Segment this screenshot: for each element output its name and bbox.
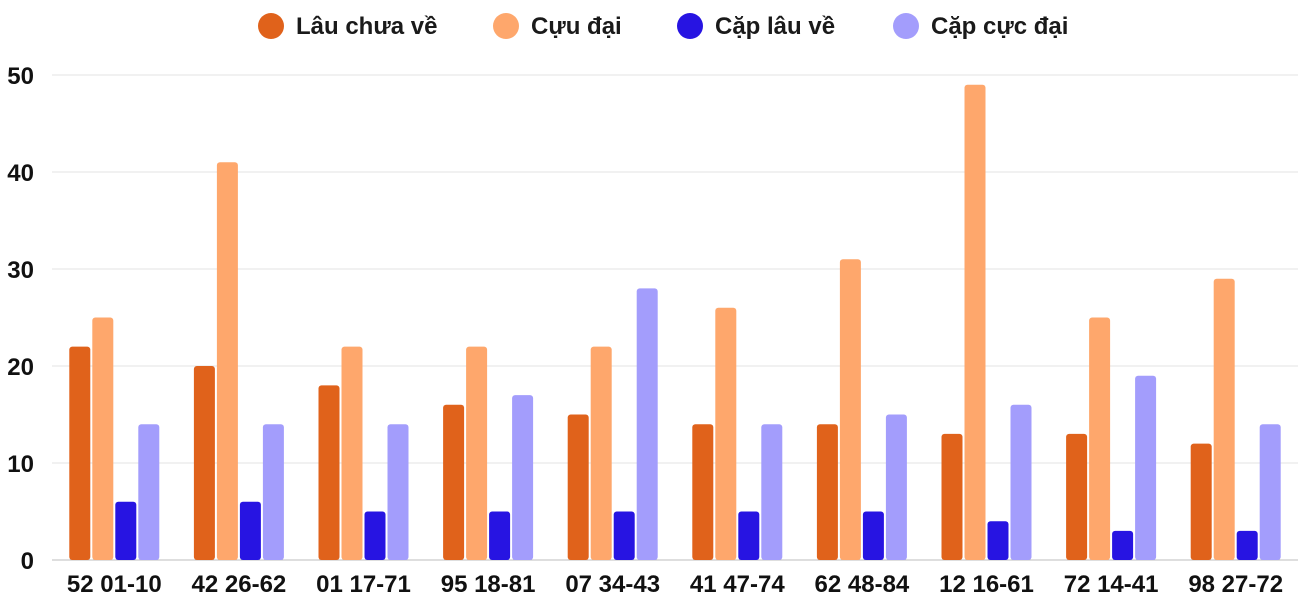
x-tick-label: 41 47-74 xyxy=(690,571,785,598)
bar xyxy=(941,433,963,560)
bar xyxy=(1089,317,1111,560)
x-tick-label: 12 16-61 xyxy=(939,571,1034,598)
bar xyxy=(1213,278,1235,560)
y-tick-label: 0 xyxy=(21,548,34,575)
x-axis: 52 01-10 42 26-62 01 17-71 95 18-81 07 34-43… xyxy=(67,571,1283,598)
bar xyxy=(364,511,386,560)
bar xyxy=(816,424,838,560)
x-tick-label: 62 48-84 xyxy=(815,571,910,598)
bar xyxy=(636,288,658,560)
bar xyxy=(1190,443,1212,560)
bar xyxy=(692,424,714,560)
bar xyxy=(590,346,612,560)
bar xyxy=(341,346,363,560)
chart-legend: Lâu chưa về Cựu đại Cặp lâu về Cặp cực đại xyxy=(258,13,1068,40)
bar xyxy=(987,521,1009,560)
bar xyxy=(1135,375,1157,560)
bar xyxy=(862,511,884,560)
bar xyxy=(216,162,238,561)
legend-marker xyxy=(258,13,284,39)
y-axis: 0 10 20 30 40 50 xyxy=(7,63,34,575)
legend-item: Cặp cực đại xyxy=(893,13,1068,40)
y-tick-label: 30 xyxy=(7,257,34,284)
legend-label: Lâu chưa về xyxy=(296,13,437,40)
bar xyxy=(387,424,409,560)
x-tick-label: 01 17-71 xyxy=(316,571,411,598)
x-tick-label: 52 01-10 xyxy=(67,571,162,598)
bar xyxy=(1066,433,1088,560)
bar xyxy=(193,366,215,560)
bar xyxy=(964,84,986,560)
y-tick-label: 20 xyxy=(7,354,34,381)
x-tick-label: 95 18-81 xyxy=(441,571,536,598)
chart-gridlines xyxy=(52,74,1298,561)
bar xyxy=(761,424,783,560)
bar xyxy=(239,501,261,560)
bar xyxy=(443,404,465,560)
legend-item: Cặp lâu về xyxy=(677,13,835,40)
bar xyxy=(489,511,511,560)
bar xyxy=(318,385,340,560)
bar xyxy=(839,259,861,560)
legend-item: Cựu đại xyxy=(493,13,622,40)
bar xyxy=(1259,424,1281,560)
bar xyxy=(1112,530,1134,560)
chart-bars xyxy=(69,84,1281,561)
legend-label: Cặp lâu về xyxy=(715,13,835,40)
bar xyxy=(885,414,907,560)
bar xyxy=(1010,404,1032,560)
legend-label: Cặp cực đại xyxy=(931,13,1068,40)
y-tick-label: 50 xyxy=(7,63,34,90)
x-tick-label: 07 34-43 xyxy=(565,571,660,598)
bar xyxy=(115,501,137,560)
legend-marker xyxy=(493,13,519,39)
bar xyxy=(466,346,488,560)
y-tick-label: 40 xyxy=(7,160,34,187)
legend-label: Cựu đại xyxy=(531,13,622,40)
bar xyxy=(262,424,284,560)
x-tick-label: 72 14-41 xyxy=(1064,571,1159,598)
bar xyxy=(92,317,114,560)
bar xyxy=(613,511,635,560)
bar xyxy=(738,511,760,560)
bar xyxy=(69,346,91,560)
y-tick-label: 10 xyxy=(7,451,34,478)
x-tick-label: 42 26-62 xyxy=(192,571,287,598)
bar xyxy=(715,307,737,560)
bar xyxy=(567,414,589,560)
bar xyxy=(1236,530,1258,560)
x-tick-label: 98 27-72 xyxy=(1188,571,1283,598)
bar xyxy=(138,424,160,560)
bar xyxy=(512,395,534,560)
legend-marker xyxy=(677,13,703,39)
legend-marker xyxy=(893,13,919,39)
legend-item: Lâu chưa về xyxy=(258,13,437,40)
